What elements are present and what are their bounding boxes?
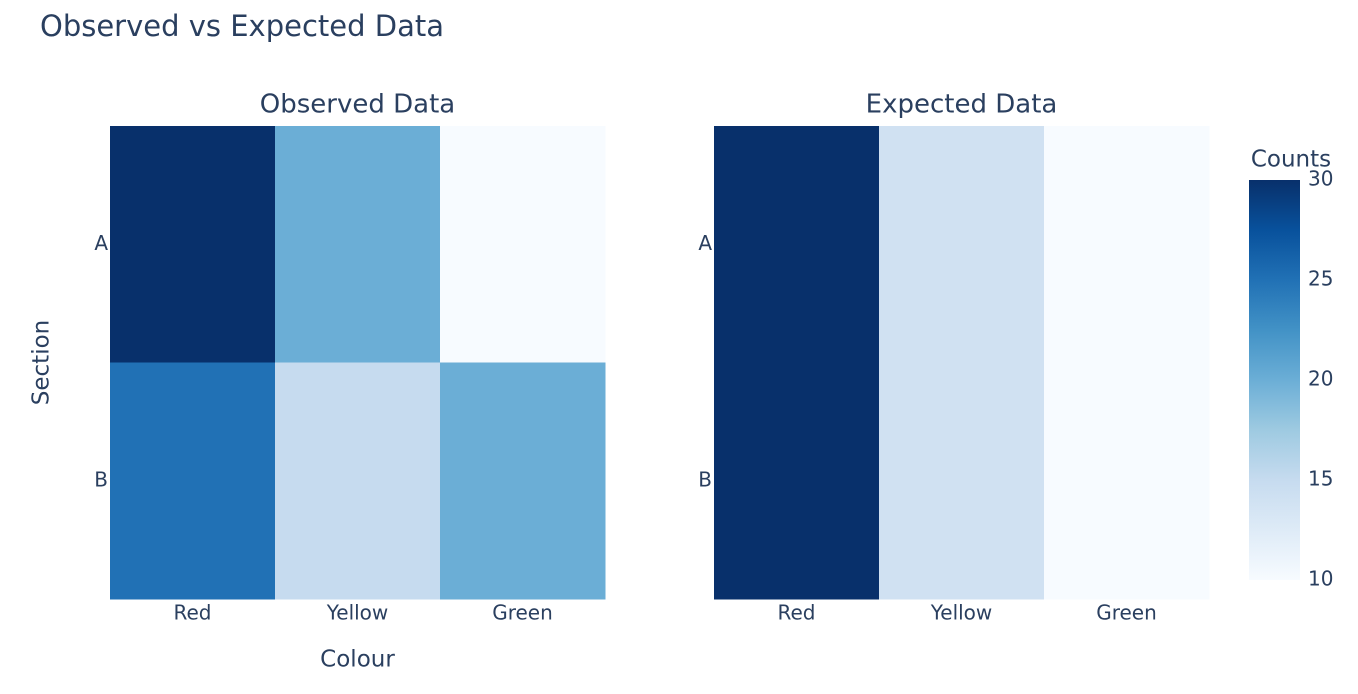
colorbar-tick-label: 20 bbox=[1308, 367, 1333, 391]
heatmap-cell bbox=[275, 126, 441, 363]
heatmap-cell bbox=[1044, 126, 1210, 363]
colorbar bbox=[1249, 180, 1300, 580]
colorbar-tick-label: 15 bbox=[1308, 467, 1333, 491]
y-tick-label: A bbox=[698, 231, 712, 255]
heatmap-cell bbox=[1044, 362, 1210, 600]
y-tick-label: B bbox=[698, 467, 712, 491]
heatmap-cell bbox=[110, 126, 276, 363]
heatmap-cell bbox=[110, 362, 276, 600]
colorbar-title: Counts bbox=[1251, 147, 1331, 173]
colorbar-tick-label: 25 bbox=[1308, 267, 1333, 291]
x-tick-label: Red bbox=[174, 601, 212, 625]
subplot-title: Expected Data bbox=[866, 90, 1058, 120]
heatmap-cell bbox=[879, 362, 1045, 600]
x-tick-label: Yellow bbox=[326, 601, 389, 625]
y-tick-label: A bbox=[94, 231, 108, 255]
heatmap-cell bbox=[879, 126, 1045, 363]
colorbar-tick-label: 10 bbox=[1308, 567, 1333, 591]
heatmap-cell bbox=[714, 362, 880, 600]
heatmap-cell bbox=[440, 126, 606, 363]
x-tick-label: Green bbox=[1096, 601, 1157, 625]
figure-title: Observed vs Expected Data bbox=[40, 9, 444, 43]
heatmap-cell bbox=[275, 362, 441, 600]
x-axis-title: Colour bbox=[320, 647, 395, 673]
colorbar-tick-label: 30 bbox=[1308, 167, 1333, 191]
y-tick-label: B bbox=[94, 467, 108, 491]
x-tick-label: Green bbox=[492, 601, 553, 625]
heatmap-cell bbox=[714, 126, 880, 363]
x-tick-label: Yellow bbox=[930, 601, 993, 625]
x-tick-label: Red bbox=[778, 601, 816, 625]
y-axis-title: Section bbox=[29, 320, 55, 405]
subplot-title: Observed Data bbox=[260, 90, 455, 120]
heatmap-cell bbox=[440, 362, 606, 600]
